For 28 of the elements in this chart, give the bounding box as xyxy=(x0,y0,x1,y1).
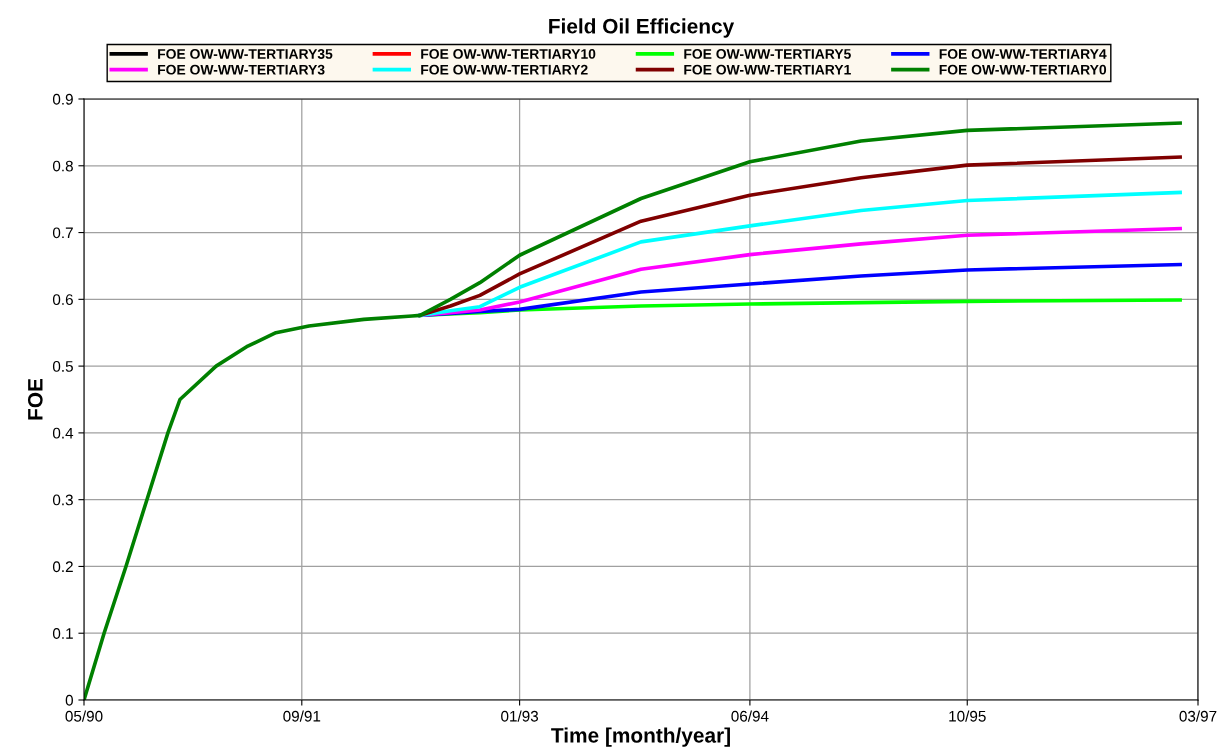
chart-title: Field Oil Efficiency xyxy=(549,18,735,38)
x-tick-label: 06/94 xyxy=(731,710,769,722)
y-tick-label: 0.2 xyxy=(52,561,73,573)
legend-label: FOE OW-WW-TERTIARY35 xyxy=(158,49,333,59)
y-tick-label: 0.5 xyxy=(52,360,73,372)
y-tick-label: 0.4 xyxy=(52,427,74,439)
y-tick-label: 0.8 xyxy=(52,160,73,172)
legend-label: FOE OW-WW-TERTIARY0 xyxy=(939,64,1107,75)
legend-label: FOE OW-WW-TERTIARY5 xyxy=(684,49,851,59)
x-tick-label: 09/91 xyxy=(283,710,321,722)
y-tick-label: 0.6 xyxy=(52,294,73,306)
legend-label: FOE OW-WW-TERTIARY10 xyxy=(421,49,596,59)
y-tick-label: 0.3 xyxy=(52,494,73,506)
x-tick-label: 03/97 xyxy=(1179,710,1217,722)
y-axis-title: FOE xyxy=(27,378,43,420)
legend-label: FOE OW-WW-TERTIARY1 xyxy=(684,64,851,75)
y-tick-label: 0.9 xyxy=(52,93,73,105)
line-series xyxy=(84,121,1182,700)
legend-label: FOE OW-WW-TERTIARY4 xyxy=(939,49,1107,59)
legend-label: FOE OW-WW-TERTIARY3 xyxy=(158,64,325,75)
y-tick-label: 0.7 xyxy=(52,227,73,239)
y-tick-label: 0 xyxy=(65,694,73,706)
x-tick-label: 05/90 xyxy=(65,710,103,722)
y-tick-label: 0.1 xyxy=(52,628,73,639)
x-axis-title: Time [month/year] xyxy=(551,727,730,747)
legend-label: FOE OW-WW-TERTIARY2 xyxy=(421,64,588,75)
x-tick-label: 10/95 xyxy=(949,710,986,722)
x-tick-label: 01/93 xyxy=(501,710,539,722)
